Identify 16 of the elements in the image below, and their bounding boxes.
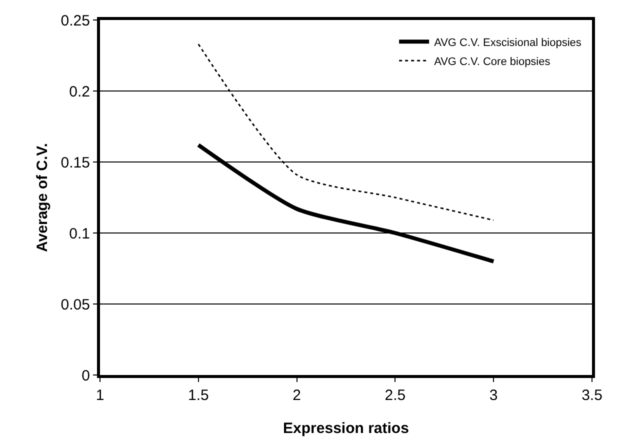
x-tick-label: 2.5 (384, 387, 406, 404)
y-tick-label: 0.15 (60, 154, 90, 172)
x-tick-label: 1 (96, 387, 104, 404)
x-tick-label: 3 (489, 387, 498, 404)
y-tick-label: 0.1 (69, 225, 90, 242)
y-tick-label: 0.2 (69, 83, 90, 100)
x-tick-label: 3.5 (582, 387, 602, 404)
y-tick-label: 0.05 (60, 296, 90, 314)
legend-label: AVG C.V. Exscisional biopsies (434, 36, 582, 49)
x-axis-title: Expression ratios (283, 420, 409, 437)
y-tick-label: 0.25 (60, 12, 90, 30)
x-tick-label: 2 (292, 387, 301, 404)
x-tick-label: 1.5 (188, 387, 209, 404)
y-axis-title: Average of C.V. (34, 143, 52, 252)
y-tick-label: 0 (82, 367, 90, 384)
legend-label: AVG C.V. Core biopsies (434, 56, 551, 68)
